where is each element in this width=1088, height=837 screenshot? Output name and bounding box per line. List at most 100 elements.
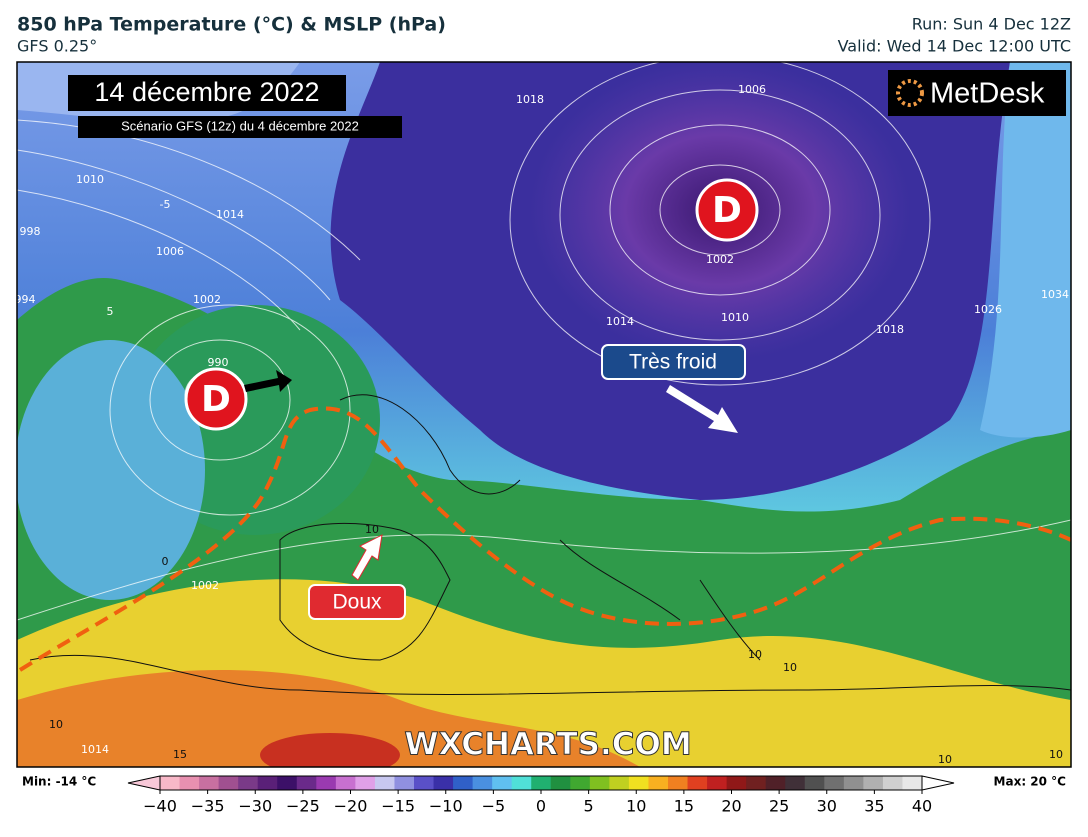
colorbar-tick-label: −20 [334,797,368,816]
colorbar-swatch [414,776,435,790]
warm-air [17,670,640,767]
cold-air [980,62,1071,438]
watermark: WXCHARTS.COM [404,727,691,763]
model-name: GFS 0.25° [17,37,97,56]
colorbar-swatch [882,776,903,790]
colorbar-swatch [511,776,532,790]
low-label: D [201,379,231,420]
colorbar-tick-label: −25 [286,797,320,816]
contour-label: 990 [208,356,229,369]
colorbar-swatch [277,776,298,790]
front-line [18,406,1071,672]
colorbar-swatch [863,776,884,790]
colorbar-tick-label: 25 [769,797,789,816]
colorbar-tick-label: 20 [721,797,741,816]
colorbar-swatch [160,776,181,790]
colorbar-swatch [550,776,571,790]
contour-label: 1014 [81,743,109,756]
contour-label: 1002 [191,579,219,592]
colorbar-swatch [335,776,356,790]
colorbar-tick-label: −35 [191,797,225,816]
contour-label: 5 [107,305,114,318]
contour-label: 1006 [156,245,184,258]
contour-label: 1026 [974,303,1002,316]
colorbar-swatch [492,776,513,790]
scenario-subtitle: Scénario GFS (12z) du 4 décembre 2022 [121,118,359,133]
contour-label: 10 [748,648,762,661]
colorbar-swatch [902,776,923,790]
colorbar-swatch [746,776,767,790]
arrow [351,534,383,581]
header-title: 850 hPa Temperature (°C) & MSLP (hPa) [17,14,446,36]
colorbar-swatch [824,776,845,790]
cool-air [17,340,205,600]
colorbar-swatch [374,776,395,790]
contour-label: 1018 [516,93,544,106]
logo: MetDesk [930,78,1045,110]
colorbar-swatch [609,776,630,790]
cold-label-box [601,344,746,380]
cold-label: Très froid [629,351,717,374]
low-marker [695,178,759,242]
contour-label: 15 [173,748,187,761]
contour-label: 1018 [876,323,904,336]
colorbar-swatch [472,776,493,790]
colorbar-tick-label: 10 [626,797,646,816]
logo-icon [896,79,924,107]
colorbar-end [127,775,161,791]
colorbar-tick-label: 15 [674,797,694,816]
mild-label-box [308,584,406,620]
colorbar-swatch [804,776,825,790]
logo-box [888,70,1066,116]
arrow [244,370,292,392]
valid-time: Valid: Wed 14 Dec 12:00 UTC [838,37,1071,56]
colorbar-swatch [648,776,669,790]
date-box [68,75,346,111]
colorbar-swatch [570,776,591,790]
colorbar-swatch [355,776,376,790]
colorbar-tick-label: 0 [536,797,546,816]
run-time: Run: Sun 4 Dec 12Z [912,15,1071,34]
contour-label: 1010 [76,173,104,186]
colorbar-swatch [296,776,317,790]
colorbar-tick-label: −10 [429,797,463,816]
contour-label: 998 [20,225,41,238]
colorbar-swatch [218,776,239,790]
date-title: 14 décembre 2022 [94,77,319,107]
colorbar-swatch [179,776,200,790]
colorbar-swatch [668,776,689,790]
contour-label: 1002 [706,253,734,266]
contour-label: 10 [1049,748,1063,761]
map-frame [16,61,1072,768]
contour-label: 1014 [216,208,244,221]
contour-label: 1034 [1041,288,1069,301]
colorbar-tick-label: 30 [817,797,837,816]
colorbar-swatch [199,776,220,790]
colorbar-swatch [589,776,610,790]
colorbar: −40 −35 −30 −25 −20 −15 −10 −5 0 5 10 15 20 25 30 35 40 [127,775,955,816]
colorbar-swatch [843,776,864,790]
colorbar-min: Min: -14 °C [22,775,96,789]
low-marker [184,367,248,431]
low-label: D [712,190,742,231]
colorbar-swatch [707,776,728,790]
contour-label: 10 [938,753,952,766]
colorbar-swatch [257,776,278,790]
contour-label: 1010 [721,311,749,324]
coastlines [29,394,1071,695]
colorbar-swatch [785,776,806,790]
colorbar-tick-label: 5 [584,797,594,816]
colorbar-end [921,775,955,791]
colorbar-swatch [316,776,337,790]
colorbar-tick-label: −5 [482,797,506,816]
colorbar-swatch [628,776,649,790]
colorbar-max: Max: 20 °C [994,775,1067,789]
colorbar-tick-label: 40 [912,797,932,816]
colorbar-swatch [394,776,415,790]
colorbar-swatch [726,776,747,790]
colorbar-swatch [238,776,259,790]
contour-label: 10 [49,718,63,731]
colorbar-swatch [765,776,786,790]
